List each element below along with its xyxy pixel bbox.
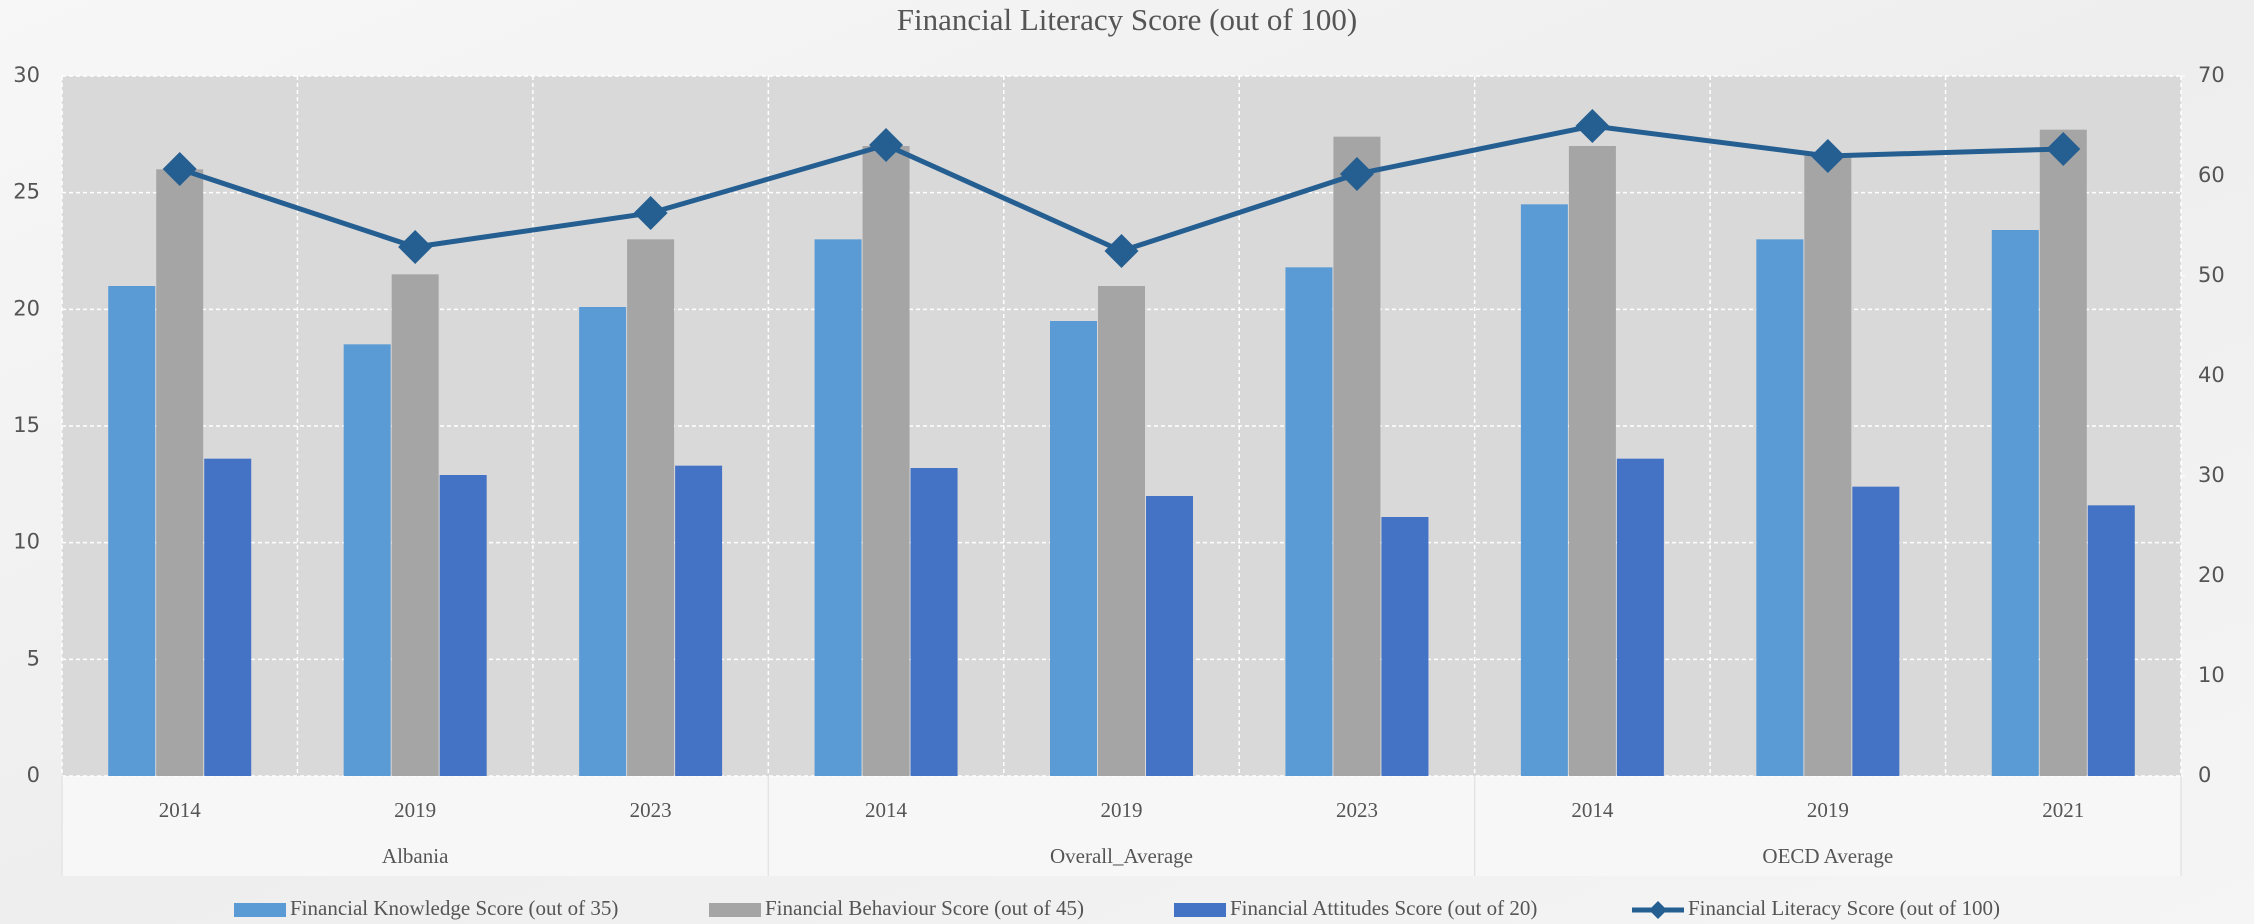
bar [1098,286,1145,776]
legend-swatch [709,903,761,917]
x-tick-label: 2014 [159,798,202,822]
bar [2087,505,2135,776]
bar [1852,486,1900,776]
bar [862,146,910,776]
y2-tick-label: 20 [2198,563,2225,587]
x-group-label: OECD Average [1762,844,1893,868]
marker [1104,234,1139,268]
x-tick-label: 2019 [394,798,436,822]
bar [156,169,204,777]
bar [1381,517,1429,776]
bar [343,344,391,776]
x-tick-label: 2014 [1571,798,1614,822]
y2-tick-label: 50 [2198,263,2225,287]
bar [1146,496,1193,776]
y2-tick-label: 10 [2198,663,2225,687]
x-tick-label: 2021 [2042,798,2084,822]
bar [675,465,723,776]
bar [1991,230,2039,776]
legend-label: Financial Behaviour Score (out of 45) [765,896,1084,920]
bar [1333,136,1381,776]
marker [1339,157,1374,191]
y2-tick-label: 30 [2198,463,2225,487]
marker [869,128,904,162]
legend-swatch [1174,903,1226,917]
bar [1616,458,1664,776]
marker [398,230,433,264]
marker [633,196,668,230]
bar [391,274,439,776]
y-tick-label: 25 [13,180,40,204]
x-tick-label: 2023 [630,798,672,822]
bar [627,239,675,777]
y2-tick-label: 60 [2198,163,2225,187]
y2-tick-label: 70 [2198,63,2225,87]
marker [1810,139,1845,173]
axis-band [62,776,2181,876]
bar [1568,146,1616,776]
legend-label: Financial Knowledge Score (out of 35) [290,896,618,920]
bar [1756,239,1804,777]
y-tick-label: 30 [13,63,40,87]
bar [2039,129,2087,776]
y-tick-label: 20 [13,296,40,320]
marker [2046,132,2081,166]
marker [1575,109,1610,143]
legend-swatch [234,903,286,917]
marker [162,152,197,186]
bar [108,286,156,776]
bar [204,458,252,776]
x-tick-label: 2014 [865,798,908,822]
bar [1520,204,1568,777]
bar [439,475,487,776]
x-tick-label: 2019 [1101,798,1143,822]
y-tick-label: 10 [13,530,40,554]
y-tick-label: 15 [13,413,40,437]
legend-marker [1649,901,1667,919]
legend-label: Financial Attitudes Score (out of 20) [1230,896,1537,920]
bar [1285,267,1333,776]
bar [579,307,627,776]
bar [814,239,862,777]
y2-tick-label: 40 [2198,363,2225,387]
bar [910,468,958,776]
bar [1050,321,1097,776]
bar [1804,155,1852,777]
y-tick-label: 5 [27,646,40,670]
y2-tick-label: 0 [2198,763,2211,787]
x-group-label: Overall_Average [1050,844,1193,868]
x-tick-label: 2023 [1336,798,1378,822]
chart-title: Financial Literacy Score (out of 100) [897,2,1358,37]
x-group-label: Albania [382,844,449,868]
x-tick-label: 2019 [1807,798,1849,822]
legend-label: Financial Literacy Score (out of 100) [1688,896,2000,920]
y-tick-label: 0 [27,763,40,787]
